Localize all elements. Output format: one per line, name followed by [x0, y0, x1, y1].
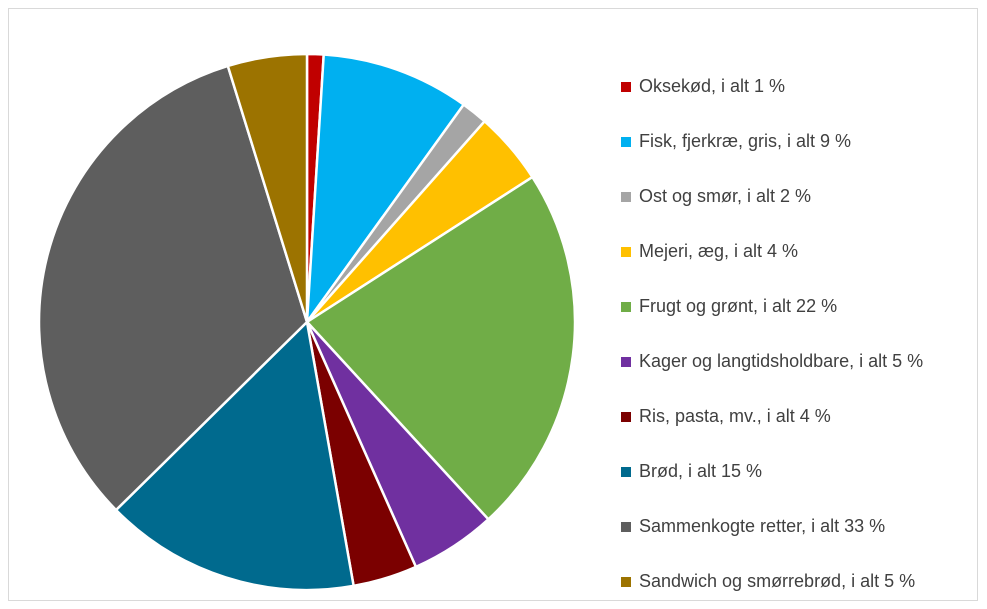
legend-swatch: [621, 191, 631, 202]
legend: Oksekød, i alt 1 % Fisk, fjerkræ, gris, i…: [621, 59, 987, 609]
pie-slice-7: [114, 320, 355, 592]
legend-swatch: [621, 411, 631, 422]
legend-item: Sammenkogte retter, i alt 33 %: [621, 499, 987, 554]
pie-slice-9: [226, 52, 309, 324]
pie-chart: [37, 52, 577, 592]
pie-slice-8: [37, 64, 309, 512]
legend-label: Ris, pasta, mv., i alt 4 %: [639, 406, 831, 426]
legend-item: Mejeri, æg, i alt 4 %: [621, 224, 987, 279]
chart-frame: Oksekød, i alt 1 % Fisk, fjerkræ, gris, i…: [8, 8, 978, 601]
legend-item: Oksekød, i alt 1 %: [621, 59, 987, 114]
pie-slice-4: [305, 175, 577, 521]
legend-label: Sammenkogte retter, i alt 33 %: [639, 516, 886, 536]
legend-label: Ost og smør, i alt 2 %: [639, 186, 812, 206]
legend-label: Mejeri, æg, i alt 4 %: [639, 241, 799, 261]
legend-label: Oksekød, i alt 1 %: [639, 76, 786, 96]
legend-item: Ris, pasta, mv., i alt 4 %: [621, 389, 987, 444]
legend-swatch: [621, 246, 631, 257]
legend-item: Ost og smør, i alt 2 %: [621, 169, 987, 224]
legend-swatch: [621, 521, 631, 532]
legend-swatch: [621, 81, 631, 92]
legend-item: Fisk, fjerkræ, gris, i alt 9 %: [621, 114, 987, 169]
legend-swatch: [621, 301, 631, 312]
legend-swatch: [621, 356, 631, 367]
legend-label: Frugt og grønt, i alt 22 %: [639, 296, 838, 316]
legend-swatch: [621, 466, 631, 477]
legend-swatch: [621, 136, 631, 147]
pie-slice-1: [305, 53, 465, 324]
legend-label: Kager og langtidsholdbare, i alt 5 %: [639, 351, 924, 371]
legend-item: Frugt og grønt, i alt 22 %: [621, 279, 987, 334]
legend-item: Brød, i alt 15 %: [621, 444, 987, 499]
legend-label: Fisk, fjerkræ, gris, i alt 9 %: [639, 131, 852, 151]
legend-label: Sandwich og smørrebrød, i alt 5 %: [639, 571, 916, 591]
legend-swatch: [621, 576, 631, 587]
legend-item: Sandwich og smørrebrød, i alt 5 %: [621, 554, 987, 609]
legend-label: Brød, i alt 15 %: [639, 461, 763, 481]
legend-item: Kager og langtidsholdbare, i alt 5 %: [621, 334, 987, 389]
